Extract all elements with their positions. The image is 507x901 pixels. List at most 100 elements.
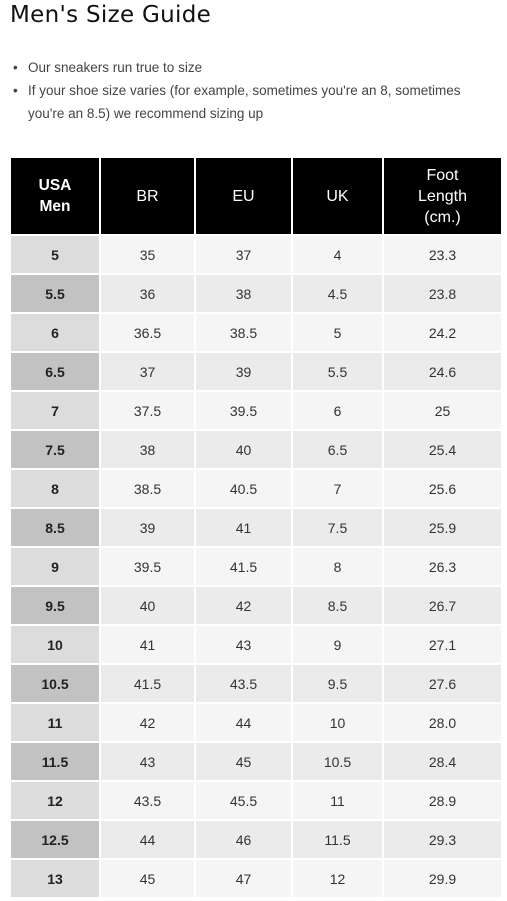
- eu-size-cell: 41.5: [196, 548, 291, 585]
- uk-size-cell: 9.5: [293, 665, 382, 702]
- br-size-cell: 43.5: [101, 782, 194, 819]
- uk-size-cell: 4.5: [293, 275, 382, 312]
- usa-size-cell: 9: [11, 548, 99, 585]
- table-row: 12.5 44 46 11.5 29.3: [11, 821, 501, 858]
- header-foot-line3: (cm.): [424, 208, 461, 226]
- table-row: 6.5 37 39 5.5 24.6: [11, 353, 501, 390]
- usa-size-cell: 12.5: [11, 821, 99, 858]
- usa-size-cell: 7.5: [11, 431, 99, 468]
- header-uk: UK: [293, 158, 382, 234]
- foot-length-cell: 29.9: [384, 860, 501, 897]
- table-row: 11.5 43 45 10.5 28.4: [11, 743, 501, 780]
- uk-size-cell: 11: [293, 782, 382, 819]
- table-row: 7 37.5 39.5 6 25: [11, 392, 501, 429]
- uk-size-cell: 7: [293, 470, 382, 507]
- uk-size-cell: 8: [293, 548, 382, 585]
- eu-size-cell: 40.5: [196, 470, 291, 507]
- table-row: 7.5 38 40 6.5 25.4: [11, 431, 501, 468]
- eu-size-cell: 47: [196, 860, 291, 897]
- br-size-cell: 36: [101, 275, 194, 312]
- table-row: 9.5 40 42 8.5 26.7: [11, 587, 501, 624]
- uk-size-cell: 4: [293, 236, 382, 273]
- foot-length-cell: 24.6: [384, 353, 501, 390]
- eu-size-cell: 38: [196, 275, 291, 312]
- header-foot-line1: Foot: [426, 166, 459, 184]
- table-row: 10.5 41.5 43.5 9.5 27.6: [11, 665, 501, 702]
- header-eu: EU: [196, 158, 291, 234]
- table-row: 12 43.5 45.5 11 28.9: [11, 782, 501, 819]
- table-row: 5.5 36 38 4.5 23.8: [11, 275, 501, 312]
- uk-size-cell: 9: [293, 626, 382, 663]
- foot-length-cell: 27.6: [384, 665, 501, 702]
- eu-size-cell: 38.5: [196, 314, 291, 351]
- uk-size-cell: 10: [293, 704, 382, 741]
- eu-size-cell: 39: [196, 353, 291, 390]
- size-table: USA Men BR EU UK Foot Length (cm.) 5 35 37…: [9, 156, 503, 899]
- foot-length-cell: 24.2: [384, 314, 501, 351]
- usa-size-cell: 7: [11, 392, 99, 429]
- br-size-cell: 44: [101, 821, 194, 858]
- usa-size-cell: 11: [11, 704, 99, 741]
- foot-length-cell: 28.0: [384, 704, 501, 741]
- br-size-cell: 41.5: [101, 665, 194, 702]
- header-br: BR: [101, 158, 194, 234]
- notes-list: Our sneakers run true to size If your sh…: [10, 56, 500, 125]
- header-row: USA Men BR EU UK Foot Length (cm.): [11, 158, 501, 234]
- foot-length-cell: 25.4: [384, 431, 501, 468]
- br-size-cell: 37: [101, 353, 194, 390]
- eu-size-cell: 44: [196, 704, 291, 741]
- eu-size-cell: 39.5: [196, 392, 291, 429]
- table-row: 9 39.5 41.5 8 26.3: [11, 548, 501, 585]
- uk-size-cell: 5.5: [293, 353, 382, 390]
- uk-size-cell: 11.5: [293, 821, 382, 858]
- eu-size-cell: 40: [196, 431, 291, 468]
- eu-size-cell: 41: [196, 509, 291, 546]
- eu-size-cell: 42: [196, 587, 291, 624]
- table-row: 8 38.5 40.5 7 25.6: [11, 470, 501, 507]
- usa-size-cell: 10: [11, 626, 99, 663]
- uk-size-cell: 12: [293, 860, 382, 897]
- usa-size-cell: 12: [11, 782, 99, 819]
- eu-size-cell: 37: [196, 236, 291, 273]
- usa-size-cell: 6: [11, 314, 99, 351]
- usa-size-cell: 5.5: [11, 275, 99, 312]
- eu-size-cell: 43.5: [196, 665, 291, 702]
- table-row: 5 35 37 4 23.3: [11, 236, 501, 273]
- foot-length-cell: 26.7: [384, 587, 501, 624]
- table-row: 11 42 44 10 28.0: [11, 704, 501, 741]
- eu-size-cell: 45: [196, 743, 291, 780]
- note-item: Our sneakers run true to size: [10, 56, 500, 79]
- uk-size-cell: 6: [293, 392, 382, 429]
- table-row: 8.5 39 41 7.5 25.9: [11, 509, 501, 546]
- br-size-cell: 39: [101, 509, 194, 546]
- br-size-cell: 42: [101, 704, 194, 741]
- uk-size-cell: 6.5: [293, 431, 382, 468]
- page-title: Men's Size Guide: [10, 2, 212, 28]
- header-usa-line2: Men: [39, 198, 71, 215]
- foot-length-cell: 27.1: [384, 626, 501, 663]
- br-size-cell: 38: [101, 431, 194, 468]
- table-row: 13 45 47 12 29.9: [11, 860, 501, 897]
- uk-size-cell: 10.5: [293, 743, 382, 780]
- br-size-cell: 40: [101, 587, 194, 624]
- br-size-cell: 41: [101, 626, 194, 663]
- br-size-cell: 43: [101, 743, 194, 780]
- foot-length-cell: 28.4: [384, 743, 501, 780]
- header-usa-men: USA Men: [11, 158, 99, 234]
- header-usa-line1: USA: [38, 177, 72, 194]
- foot-length-cell: 26.3: [384, 548, 501, 585]
- br-size-cell: 39.5: [101, 548, 194, 585]
- note-item: If your shoe size varies (for example, s…: [10, 79, 500, 125]
- eu-size-cell: 46: [196, 821, 291, 858]
- uk-size-cell: 8.5: [293, 587, 382, 624]
- foot-length-cell: 28.9: [384, 782, 501, 819]
- usa-size-cell: 10.5: [11, 665, 99, 702]
- header-foot-line2: Length: [418, 187, 467, 205]
- usa-size-cell: 11.5: [11, 743, 99, 780]
- usa-size-cell: 8.5: [11, 509, 99, 546]
- br-size-cell: 35: [101, 236, 194, 273]
- uk-size-cell: 7.5: [293, 509, 382, 546]
- header-foot-length: Foot Length (cm.): [384, 158, 501, 234]
- foot-length-cell: 25.6: [384, 470, 501, 507]
